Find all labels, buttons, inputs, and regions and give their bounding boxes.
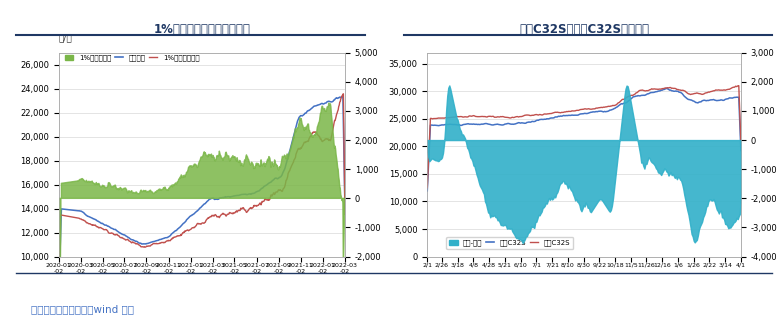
Title: 国产C32S和进口C32S棉纱价差: 国产C32S和进口C32S棉纱价差	[519, 23, 649, 36]
Text: 元/吨: 元/吨	[59, 34, 73, 42]
Title: 1%关税下内外市场棉花价差: 1%关税下内外市场棉花价差	[154, 23, 250, 36]
Legend: 1%关税下价差, 国内棉价, 1%关税进口棉价: 1%关税下价差, 国内棉价, 1%关税进口棉价	[62, 52, 202, 64]
Text: 数据来源：银河期货、wind 资讯: 数据来源：银河期货、wind 资讯	[31, 305, 134, 315]
Legend: 国产-进口, 国产C32S, 进口C32S: 国产-进口, 国产C32S, 进口C32S	[446, 237, 573, 249]
